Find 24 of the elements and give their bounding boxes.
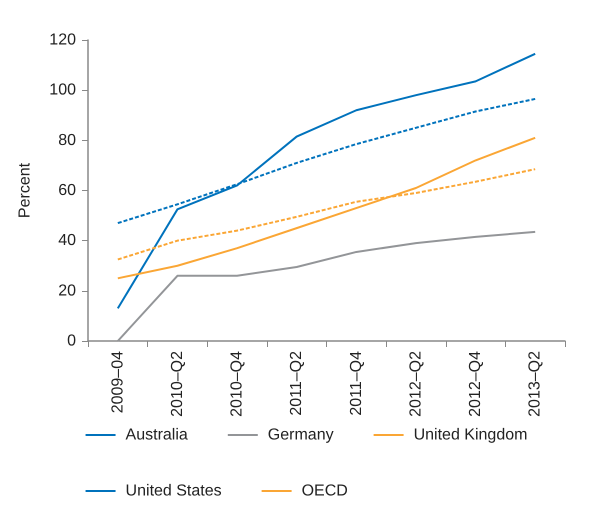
x-tick-label: 2013–Q2: [526, 350, 544, 417]
y-tick-label: 80: [58, 132, 76, 149]
x-tick-label: 2009–04: [109, 350, 126, 414]
line-series: [116, 230, 536, 342]
x-tick-label: 2010–Q2: [168, 350, 186, 417]
x-tick-label: 2012–Q4: [467, 350, 484, 417]
x-tick-label: 2012–Q2: [407, 350, 424, 417]
y-tick-label: 100: [49, 82, 76, 99]
y-tick-label: 40: [58, 232, 76, 250]
x-tick-label: 2011–Q4: [348, 350, 365, 416]
y-tick-label: 60: [58, 182, 76, 199]
y-tick-label: 0: [67, 332, 76, 350]
y-tick-label: 120: [49, 32, 76, 48]
legend-label: United States: [126, 482, 222, 500]
legend-label: United Kingdom: [414, 426, 528, 444]
line-series: [116, 136, 536, 280]
legend-label: Australia: [126, 426, 188, 444]
x-tick-label: 2011–Q2: [288, 350, 306, 416]
y-axis-title: Percent: [16, 162, 34, 218]
legend-label: OECD: [302, 482, 348, 500]
legend-label: Germany: [268, 426, 334, 444]
line-series: [116, 52, 536, 310]
y-tick-label: 20: [58, 282, 76, 300]
x-tick-label: 2010–Q4: [228, 350, 246, 417]
